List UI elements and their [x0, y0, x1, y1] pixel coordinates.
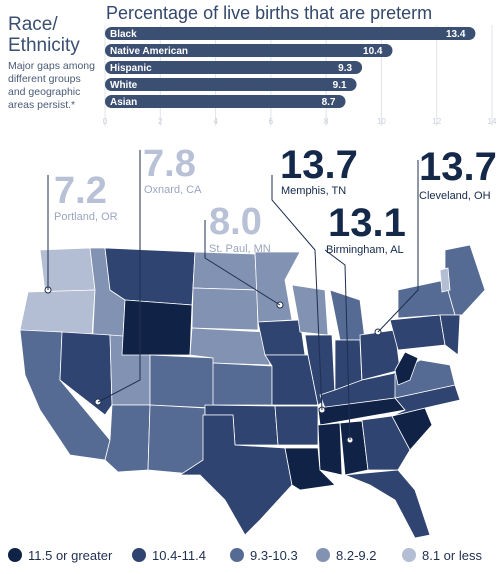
state-mid-atlantic [439, 314, 461, 356]
state-regions [19, 244, 486, 539]
bar-black [105, 27, 476, 40]
bar-value-label: 9.3 [338, 63, 352, 74]
state-arkansas [274, 405, 319, 446]
x-tick-label: 4 [213, 117, 218, 126]
state-florida [344, 469, 431, 539]
state-south-dakota [191, 287, 259, 331]
x-tick-label: 14 [488, 117, 497, 126]
legend-label: 10.4-11.4 [152, 547, 206, 563]
x-tick-label: 12 [432, 117, 441, 126]
leader-line-stpaul [204, 220, 281, 306]
state-oregon [19, 289, 96, 336]
legend-swatch [230, 548, 244, 562]
bar-value-label: 9.1 [333, 80, 347, 91]
us-map [19, 150, 486, 539]
legend-item: 9.3-10.3 [230, 546, 298, 564]
state-kansas [212, 362, 273, 406]
state-minnesota [254, 251, 301, 323]
city-value-portland: 7.2 [54, 170, 107, 212]
x-tick-label: 10 [377, 117, 386, 126]
x-tick-label: 0 [103, 117, 108, 126]
preterm-bar-chart: Black 13.4 Native American 10.4 Hispanic 9.3 W… [103, 25, 497, 126]
leader-line-birmingham [324, 249, 351, 441]
sidebar-note: Major gaps among different groups and ge… [8, 60, 95, 111]
bar-value-label: 10.4 [363, 46, 383, 57]
city-value-birmingham: 13.1 [328, 201, 406, 245]
state-west-virginia [394, 351, 419, 386]
legend-label: 11.5 or greater [28, 547, 113, 563]
x-tick-label: 8 [324, 117, 329, 126]
legend-item: 8.2-9.2 [316, 546, 376, 564]
city-value-memphis: 13.7 [280, 143, 358, 187]
state-louisiana [284, 447, 336, 491]
legend-swatch [8, 548, 22, 562]
x-tick-label: 6 [269, 117, 274, 126]
state-nevada [59, 331, 113, 416]
state-vermont [439, 267, 451, 293]
chart-title: Percentage of live births that are prete… [106, 3, 433, 23]
legend-swatch [132, 548, 146, 562]
map-legend: 11.5 or greater 10.4-11.4 9.3-10.3 8.2-9… [0, 542, 502, 568]
state-georgia [361, 415, 411, 471]
legend-label: 8.2-9.2 [336, 547, 377, 563]
bar-value-label: 8.7 [322, 97, 336, 108]
city-name-birmingham: Birmingham, AL [326, 244, 404, 256]
legend-label: 8.1 or less [422, 547, 482, 563]
legend-label: 9.3-10.3 [250, 547, 298, 563]
bar-white [105, 78, 357, 91]
legend-item: 11.5 or greater [8, 546, 112, 564]
city-value-stpaul: 8.0 [209, 201, 262, 243]
city-name-portland: Portland, OR [54, 211, 118, 223]
leader-line-oxnard [97, 150, 141, 403]
city-name-memphis: Memphis, TN [281, 185, 347, 197]
legend-item: 10.4-11.4 [132, 546, 206, 564]
city-name-oxnard: Oxnard, CA [144, 184, 202, 196]
state-wisconsin [291, 284, 329, 336]
legend-swatch [316, 548, 330, 562]
state-texas [178, 414, 293, 536]
city-value-oxnard: 7.8 [143, 143, 196, 185]
leader-lines [47, 150, 419, 441]
leader-line-cleveland [377, 160, 419, 333]
state-ohio [359, 329, 401, 381]
state-missouri [264, 354, 319, 406]
city-name-stpaul: St. Paul, MN [209, 243, 271, 255]
state-iowa [257, 319, 306, 356]
bar-asian [105, 95, 346, 108]
state-mississippi [317, 422, 343, 476]
city-value-cleveland: 13.7 [419, 145, 497, 189]
legend-item: 8.1 or less [402, 546, 482, 564]
chart-ticks: 0 2 4 6 8 10 12 14 [103, 117, 497, 126]
state-pennsylvania [389, 314, 446, 351]
legend-swatch [402, 548, 416, 562]
bar-category-label: Native American [110, 46, 188, 57]
bar-value-label: 13.4 [446, 29, 466, 40]
bar-category-label: Hispanic [110, 63, 152, 74]
bar-category-label: Black [110, 29, 137, 40]
leader-line-memphis [271, 175, 323, 411]
bar-category-label: White [110, 80, 138, 91]
bar-hispanic [105, 61, 363, 74]
state-wyoming [121, 299, 193, 356]
bar-category-label: Asian [110, 97, 137, 108]
sidebar-title: Race/ Ethnicity [8, 14, 80, 56]
state-arizona [104, 404, 151, 473]
chart-bars: Black 13.4 Native American 10.4 Hispanic 9.3 W… [105, 27, 476, 108]
chart-grid [104, 25, 493, 126]
city-dots [44, 286, 382, 444]
state-colorado [149, 354, 216, 409]
bar-native-american [105, 44, 393, 57]
state-michigan [329, 289, 366, 341]
city-name-cleveland: Cleveland, OH [419, 190, 491, 202]
x-tick-label: 2 [158, 117, 163, 126]
